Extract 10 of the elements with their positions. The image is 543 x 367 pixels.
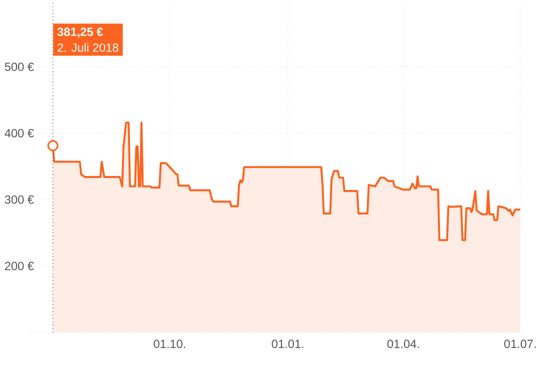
x-tick-label: 01.10.	[154, 340, 186, 348]
annotation: 381,25 €	[57, 28, 104, 38]
y-tick-label: 400 €	[4, 128, 34, 138]
y-tick-label: 300 €	[4, 195, 34, 204]
x-tick-label: 01.07.	[504, 340, 536, 348]
y-tick-label: 200 €	[4, 262, 34, 270]
y-tick-label: 500 €	[4, 62, 34, 71]
x-tick-label: 01.01.	[272, 340, 304, 348]
x-tick-label: 01.04.	[387, 340, 419, 348]
annotation: 2. Juli 2018	[58, 43, 118, 52]
